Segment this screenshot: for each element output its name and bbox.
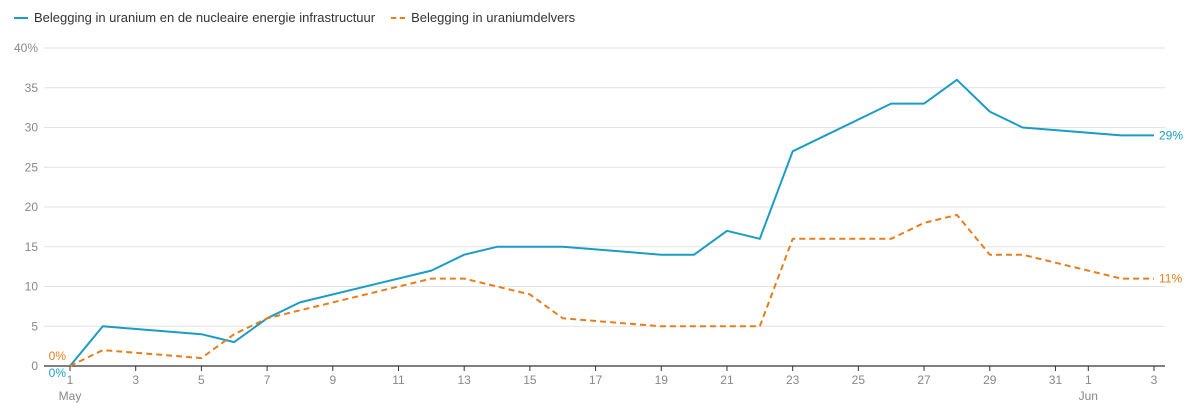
legend-label-uranium-miners: Belegging in uraniumdelvers [411,10,576,25]
y-tick-label: 10 [25,280,39,294]
y-tick-label: 30 [25,121,39,135]
x-tick-label: 29 [983,373,997,387]
y-tick-label: 25 [25,160,39,174]
end-label-uranium-infra: 29% [1159,128,1183,142]
y-tick-label: 35 [25,81,39,95]
legend-label-uranium-infra: Belegging in uranium en de nucleaire ene… [34,10,376,25]
x-tick-label: 23 [786,373,800,387]
x-tick-label: 19 [655,373,669,387]
x-tick-label: 27 [917,373,931,387]
x-tick-label: 7 [264,373,271,387]
x-tick-sublabel: May [59,389,82,403]
x-tick-label: 17 [589,373,603,387]
legend-swatch-solid [14,16,28,19]
y-tick-label: 5 [31,319,38,333]
y-tick-label: 0 [31,359,38,373]
start-label-uranium-miners: 0% [49,349,67,363]
x-tick-label: 3 [132,373,139,387]
x-tick-label: 25 [852,373,866,387]
x-tick-label: 13 [458,373,472,387]
y-tick-label: 20 [25,200,39,214]
legend-item-uranium-infra[interactable]: Belegging in uranium en de nucleaire ene… [14,10,375,25]
x-tick-label: 1 [67,373,74,387]
y-tick-label: 15 [25,240,39,254]
start-label-uranium-infra: 0% [49,366,67,380]
series-line-uranium-miners [69,213,1154,367]
x-tick-label: 5 [198,373,205,387]
x-tick-label: 1 [1085,373,1092,387]
x-tick-label: 15 [523,373,537,387]
end-label-uranium-miners: 11% [1159,272,1182,286]
x-tick-label: 11 [392,373,405,387]
x-tick-label: 9 [329,373,336,387]
x-tick-sublabel: Jun [1079,389,1098,403]
legend-swatch-dashed [391,16,406,19]
legend-item-uranium-miners[interactable]: Belegging in uraniumdelvers [391,10,575,25]
legend: Belegging in uranium en de nucleaire ene… [14,10,591,25]
series-line-uranium-infra [69,78,1154,367]
x-tick-label: 31 [1049,373,1063,387]
x-tick-label: 3 [1151,373,1158,387]
x-tick-label: 21 [720,373,734,387]
y-tick-label: 40% [14,41,38,55]
